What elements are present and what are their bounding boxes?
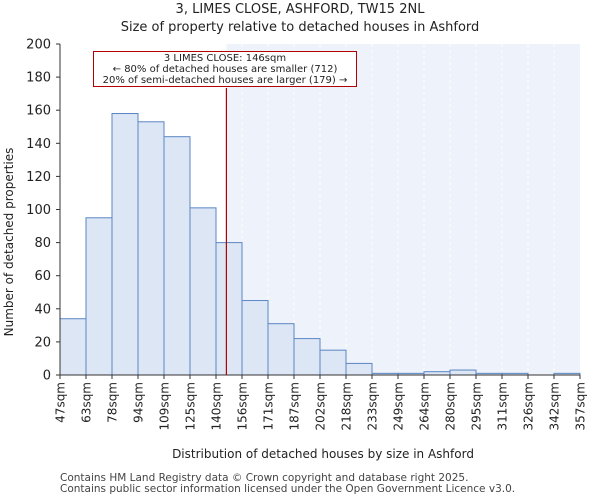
histogram-bar [319,349,347,376]
histogram-bar [59,318,87,376]
histogram-chart: 0 20 40 60 80 100 120 140 160 180 200 47sqm 63sqm 78… [2,38,588,462]
y-axis-label: Number of detached properties [2,148,16,337]
y-tick-label: 40 [34,302,51,317]
y-tick-label: 100 [26,203,51,218]
x-tick-label: 125sqm [184,382,198,430]
histogram-bar [241,300,269,376]
histogram-bar [85,217,113,376]
histogram-bar [215,242,243,376]
chart-title: 3, LIMES CLOSE, ASHFORD, TW15 2NL [175,2,425,17]
annotation-box: 3 LIMES CLOSE: 146sqm ← 80% of detached … [93,51,357,87]
histogram-bar [345,362,373,376]
y-tick-label: 0 [43,369,51,384]
y-tick-label: 80 [34,236,51,251]
x-tick-label: 357sqm [574,382,588,430]
y-tick-label: 20 [34,335,51,350]
footer-line-2: Contains public sector information licen… [60,483,516,495]
x-tick-label: 78sqm [106,382,120,423]
x-tick-label: 326sqm [522,382,536,430]
larger-region-shade [226,44,580,375]
annotation-line-3: 20% of semi-detached houses are larger (… [102,75,348,86]
y-tick-label: 120 [26,170,51,185]
x-tick-label: 140sqm [210,382,224,430]
y-tick-label: 60 [34,269,51,284]
x-tick-label: 47sqm [54,382,68,423]
x-tick-label: 311sqm [496,382,510,430]
histogram-bar [293,338,321,376]
x-tick-label: 171sqm [262,382,276,430]
histogram-bar [189,207,217,376]
x-tick-label: 156sqm [236,382,250,430]
annotation-line-2: ← 80% of detached houses are smaller (71… [112,64,338,75]
histogram-bar [111,113,139,376]
x-tick-label: 218sqm [340,382,354,430]
y-tick-label: 180 [26,71,51,86]
histogram-bar [267,323,295,376]
x-tick-label: 94sqm [132,382,146,423]
x-tick-label: 342sqm [548,382,562,430]
x-tick-label: 295sqm [470,382,484,430]
x-tick-label: 202sqm [314,382,328,430]
x-tick-label: 264sqm [418,382,432,430]
x-tick-label: 249sqm [392,382,406,430]
histogram-bar [137,121,165,376]
annotation-line-1: 3 LIMES CLOSE: 146sqm [163,53,287,64]
histogram-bar [163,136,191,376]
x-tick-label: 280sqm [444,382,458,430]
chart-subtitle: Size of property relative to detached ho… [120,20,480,35]
x-axis-label: Distribution of detached houses by size … [172,447,474,461]
x-tick-label: 109sqm [158,382,172,430]
histogram-bar [449,369,477,376]
x-tick-label: 187sqm [288,382,302,430]
y-tick-label: 200 [26,38,51,53]
y-tick-label: 140 [26,137,51,152]
x-tick-label: 63sqm [80,382,94,423]
y-tick-label: 160 [26,104,51,119]
footer-line-1: Contains HM Land Registry data © Crown c… [60,472,469,484]
x-tick-label: 233sqm [366,382,380,430]
